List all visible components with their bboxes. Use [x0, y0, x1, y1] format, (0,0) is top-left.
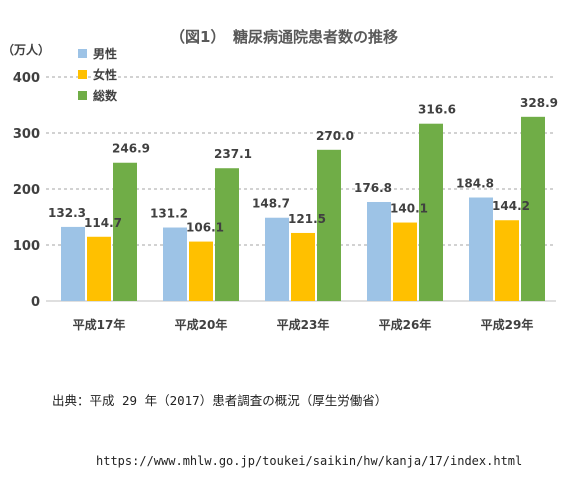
bar	[61, 226, 85, 301]
data-label: 148.7	[252, 197, 290, 211]
bar	[393, 222, 417, 301]
legend-label: 男性	[93, 46, 117, 61]
x-axis-categories: 平成17年 平成20年 平成23年 平成26年 平成29年	[73, 317, 534, 332]
y-tick-label: 200	[13, 183, 40, 198]
legend-label: 総数	[93, 88, 118, 103]
x-tick-label: 平成26年	[379, 317, 432, 332]
x-tick-label: 平成17年	[73, 317, 126, 332]
bar	[469, 197, 493, 301]
bar	[419, 123, 443, 301]
bar	[113, 162, 137, 301]
data-label: 316.6	[418, 103, 456, 117]
data-label: 328.9	[520, 96, 558, 110]
data-label: 237.1	[214, 147, 252, 161]
data-label: 270.0	[316, 129, 354, 143]
data-label: 114.7	[84, 216, 122, 230]
data-label: 132.3	[48, 206, 86, 220]
y-unit-label: （万人）	[2, 42, 50, 57]
legend-swatch	[78, 91, 87, 100]
y-tick-label: 0	[31, 295, 40, 310]
bar	[215, 168, 239, 301]
bar	[367, 201, 391, 301]
y-tick-label: 400	[13, 71, 40, 86]
bar	[163, 227, 187, 301]
bar	[265, 217, 289, 301]
x-tick-label: 平成23年	[277, 317, 330, 332]
source-note: 出典：平成 29 年（2017）患者調査の概況（厚生労働省） https://w…	[52, 351, 522, 491]
data-label: 140.1	[390, 202, 428, 216]
bar	[521, 116, 545, 301]
bar	[495, 220, 519, 301]
bar	[291, 232, 315, 301]
y-tick-label: 100	[13, 239, 40, 254]
data-label: 106.1	[186, 221, 224, 235]
y-tick-label: 300	[13, 127, 40, 142]
chart: （図1） 糖尿病通院患者数の推移 （万人） 0 100 200 300 400 132.…	[2, 28, 558, 332]
bars	[61, 116, 545, 301]
y-axis-ticks: 0 100 200 300 400	[13, 71, 40, 310]
chart-title: （図1） 糖尿病通院患者数の推移	[170, 28, 398, 46]
bar	[317, 149, 341, 301]
bar	[87, 236, 111, 301]
data-label: 121.5	[288, 212, 326, 226]
x-tick-label: 平成29年	[481, 317, 534, 332]
data-label: 184.8	[456, 177, 494, 191]
data-label: 246.9	[112, 142, 150, 156]
data-label: 131.2	[150, 207, 188, 221]
bar	[189, 241, 213, 301]
data-label: 144.2	[492, 199, 530, 213]
source-citation: 出典：平成 29 年（2017）患者調査の概況（厚生労働省）	[52, 393, 388, 408]
legend-label: 女性	[93, 67, 117, 82]
source-url[interactable]: https://www.mhlw.go.jp/toukei/saikin/hw/…	[96, 454, 523, 468]
legend-swatch	[78, 70, 87, 79]
legend-swatch	[78, 49, 87, 58]
x-tick-label: 平成20年	[175, 317, 228, 332]
data-label: 176.8	[354, 181, 392, 195]
